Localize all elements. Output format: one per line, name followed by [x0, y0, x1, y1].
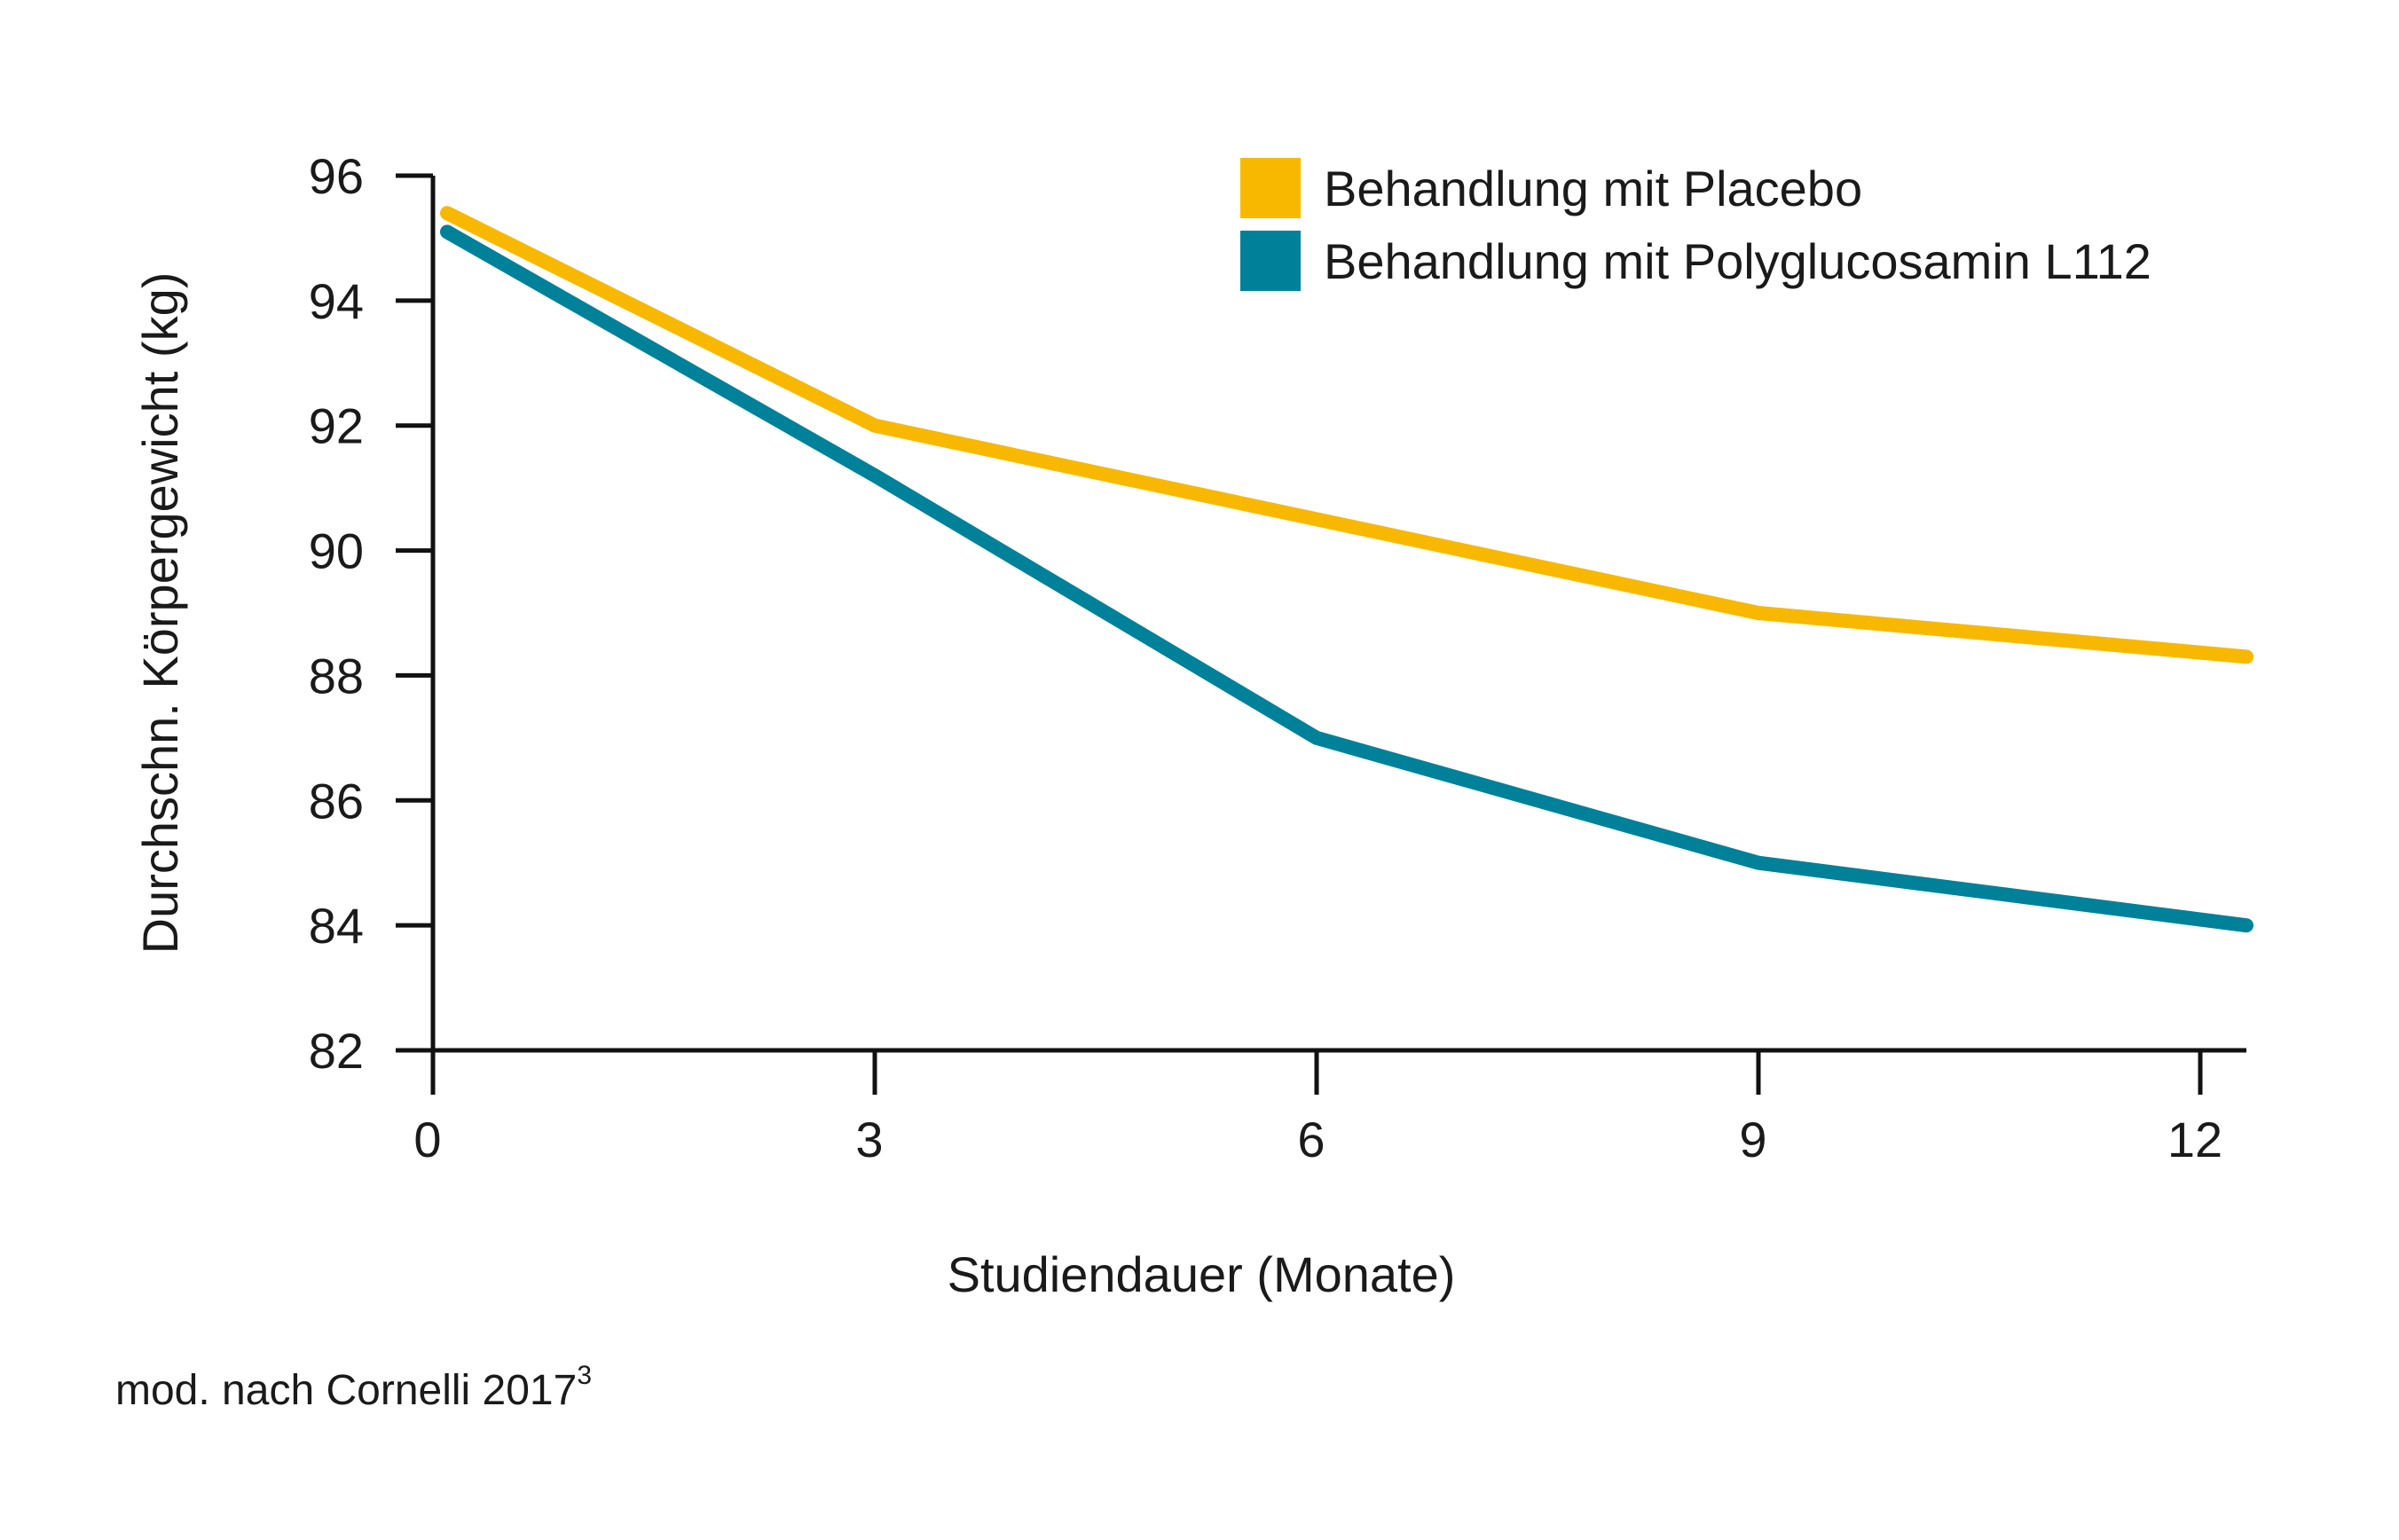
y-tick-label: 94	[309, 273, 364, 329]
y-ticks: 82 84 86 88 90 92 94 96	[309, 148, 433, 1079]
y-tick-label: 88	[309, 648, 364, 703]
y-tick-label: 86	[309, 773, 364, 829]
source-text: mod. nach Cornelli 2017	[115, 1367, 578, 1414]
x-tick-label: 9	[1739, 1112, 1766, 1167]
x-tick-label: 12	[2167, 1112, 2222, 1167]
x-tick-label: 0	[413, 1112, 441, 1167]
x-tick-label: 3	[855, 1112, 883, 1167]
legend: Behandlung mit Placebo Behandlung mit Pol…	[1240, 158, 2151, 291]
y-tick-label: 92	[309, 398, 364, 454]
y-tick-label: 96	[309, 148, 364, 204]
x-tick-label: 6	[1297, 1112, 1325, 1167]
y-tick-label: 84	[309, 898, 364, 954]
legend-swatch-0	[1240, 158, 1301, 218]
legend-label-0: Behandlung mit Placebo	[1324, 161, 1862, 216]
x-ticks: 0 3 6 9 12	[413, 1050, 2222, 1167]
source-note: mod. nach Cornelli 20173	[115, 1361, 592, 1415]
y-tick-label: 82	[309, 1023, 364, 1079]
series-line-1	[440, 224, 2253, 933]
series-line-0	[440, 206, 2253, 664]
x-axis-label: Studiendauer (Monate)	[948, 1246, 1456, 1302]
legend-label-1: Behandlung mit Polyglucosamin L112	[1324, 233, 2151, 289]
legend-swatch-1	[1240, 231, 1301, 291]
axes	[430, 176, 2246, 1053]
series-lines	[440, 206, 2253, 933]
source-superscript: 3	[577, 1361, 592, 1390]
y-tick-label: 90	[309, 523, 364, 579]
y-axis-label: Durchschn. Körpergewicht (kg)	[132, 272, 188, 955]
